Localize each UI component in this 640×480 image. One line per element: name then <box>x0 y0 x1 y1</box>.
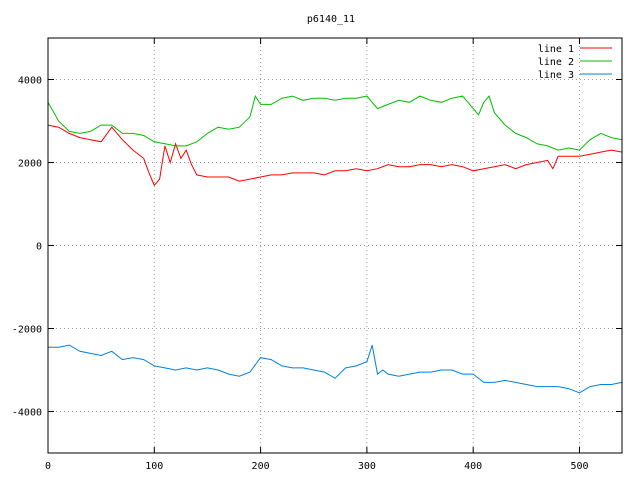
y-tick-label: 4000 <box>18 76 42 87</box>
y-tick-label: 0 <box>36 242 42 253</box>
y-tick-label: 2000 <box>18 159 42 170</box>
legend: line 1 line 2 line 3 <box>538 44 612 81</box>
x-tick-label: 0 <box>45 461 51 472</box>
legend-label-line-2: line 2 <box>538 57 574 68</box>
y-tick-label: -2000 <box>12 325 42 336</box>
series-line-3 <box>48 344 623 394</box>
axis-ticks: 0 100 200 300 400 500 -4000 -2000 0 2000 4000 <box>12 38 622 472</box>
legend-label-line-3: line 3 <box>538 70 574 81</box>
series-line-1 <box>47 124 623 187</box>
legend-label-line-1: line 1 <box>538 44 574 55</box>
series-line-2 <box>47 94 623 151</box>
x-tick-label: 400 <box>464 461 482 472</box>
series-lines <box>47 94 623 394</box>
x-tick-label: 500 <box>570 461 588 472</box>
chart-title: p6140_11 <box>307 14 355 25</box>
y-tick-label: -4000 <box>12 408 42 419</box>
plot-frame <box>47 37 623 454</box>
x-tick-label: 100 <box>145 461 163 472</box>
x-tick-label: 300 <box>358 461 376 472</box>
x-tick-label: 200 <box>252 461 270 472</box>
